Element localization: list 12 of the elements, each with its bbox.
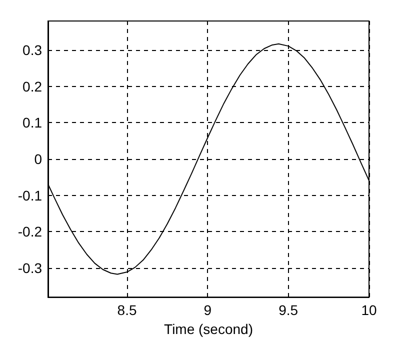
x-tick-label: 8.5 xyxy=(117,302,137,318)
x-axis-title: Time (second) xyxy=(164,321,253,337)
y-tick-label: -0.3 xyxy=(18,260,42,276)
y-tick-label: -0.2 xyxy=(18,224,42,240)
x-tick-label: 9.5 xyxy=(278,302,298,318)
x-tick-label: 10 xyxy=(361,302,377,318)
y-tick-label: 0.3 xyxy=(22,42,42,58)
y-tick-label: 0 xyxy=(34,151,42,168)
y-tick-label: 0.2 xyxy=(22,78,42,94)
x-tick-label: 9 xyxy=(204,302,212,318)
y-tick-label: 0.1 xyxy=(22,114,42,131)
y-tick-label: -0.1 xyxy=(18,187,42,204)
